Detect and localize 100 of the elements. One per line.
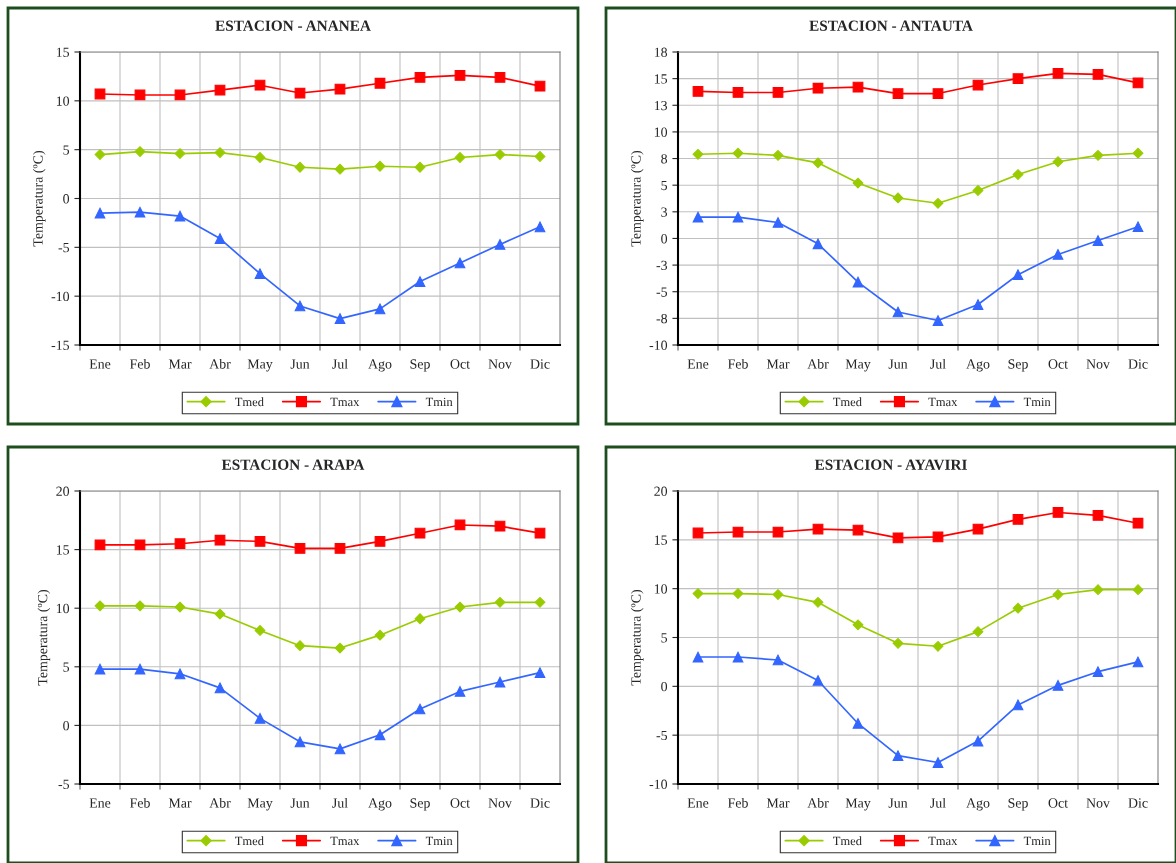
point <box>852 276 864 288</box>
chart-title: ESTACION - AYAVIRI <box>814 459 967 470</box>
point <box>812 82 824 94</box>
point <box>334 543 346 554</box>
point <box>254 625 266 636</box>
point <box>1132 656 1144 668</box>
point <box>254 536 266 547</box>
x-tick-label: Abr <box>209 358 231 369</box>
point <box>134 146 146 158</box>
x-tick-label: Nov <box>1086 798 1110 808</box>
point <box>374 629 386 641</box>
point <box>414 703 426 715</box>
point <box>892 532 904 544</box>
y-tick-label: 20 <box>56 486 70 496</box>
point <box>374 77 386 89</box>
point <box>494 149 506 160</box>
point <box>1012 602 1024 614</box>
point <box>932 197 944 209</box>
point <box>772 589 784 600</box>
point <box>254 152 266 163</box>
point <box>972 299 984 310</box>
point <box>892 637 904 649</box>
x-tick-label: Dic <box>1128 798 1148 808</box>
legend-label: Tmin <box>1023 397 1051 407</box>
point <box>1052 507 1064 518</box>
point <box>414 613 426 625</box>
point <box>134 663 146 675</box>
y-tick-label: -15 <box>51 340 70 350</box>
x-tick-label: Mar <box>168 798 192 808</box>
legend-label: Tmin <box>1023 836 1051 846</box>
y-tick-label: 15 <box>56 545 70 555</box>
y-tick-label: 10 <box>654 127 668 137</box>
point <box>972 735 984 747</box>
point <box>692 588 704 599</box>
point <box>1092 584 1104 596</box>
point <box>732 588 744 599</box>
point <box>534 221 546 233</box>
x-tick-label: May <box>247 798 273 811</box>
point <box>374 536 386 547</box>
point <box>732 211 744 223</box>
x-tick-label: Mar <box>766 798 790 808</box>
x-tick-label: Ago <box>368 798 392 811</box>
x-tick-label: Jul <box>332 797 348 808</box>
point <box>1052 249 1064 260</box>
point <box>174 601 186 613</box>
point <box>852 81 864 93</box>
point <box>812 596 824 608</box>
point <box>932 757 944 768</box>
point <box>214 233 226 244</box>
point <box>932 88 944 99</box>
point <box>1132 147 1144 159</box>
x-tick-label: Jun <box>290 359 310 369</box>
x-tick-label: Oct <box>450 798 470 808</box>
y-tick-label: 0 <box>63 720 70 731</box>
point <box>454 686 466 697</box>
legend-label: Tmin <box>425 836 453 846</box>
chart-title: ESTACION - ANTAUTA <box>809 20 973 31</box>
x-tick-label: Jun <box>888 359 908 369</box>
point <box>932 315 944 326</box>
point <box>1092 68 1104 80</box>
point <box>374 729 386 741</box>
point <box>1132 221 1144 233</box>
point <box>454 601 466 613</box>
point <box>1012 73 1024 85</box>
x-tick-label: Dic <box>530 359 550 369</box>
point <box>214 147 226 159</box>
y-tick-label: -10 <box>649 340 668 350</box>
x-tick-label: Oct <box>450 359 470 369</box>
y-tick-label: 15 <box>654 535 668 545</box>
x-tick-label: Mar <box>766 359 790 369</box>
y-tick-label: -5 <box>656 730 668 741</box>
point <box>374 160 386 172</box>
y-tick-label: -10 <box>649 779 668 789</box>
point <box>1052 67 1064 79</box>
y-tick-label: 0 <box>661 681 668 692</box>
point <box>972 185 984 196</box>
point <box>294 736 306 748</box>
point <box>494 596 506 608</box>
x-tick-label: Jul <box>930 797 946 808</box>
point <box>94 207 106 219</box>
point <box>692 86 704 97</box>
legend-label: Tmed <box>833 397 862 407</box>
point <box>94 663 106 675</box>
chart-title: ESTACION - ARAPA <box>221 459 365 470</box>
point <box>494 239 506 250</box>
y-axis-title: Temperatura (ºC) <box>630 589 644 686</box>
point <box>852 177 864 189</box>
point <box>534 667 546 679</box>
x-tick-label: Sep <box>410 359 430 372</box>
y-tick-label: 5 <box>63 145 70 155</box>
y-tick-label: 0 <box>63 194 70 204</box>
x-tick-label: Dic <box>1128 359 1148 369</box>
x-tick-label: Ene <box>89 359 111 369</box>
point <box>892 88 904 99</box>
point <box>772 149 784 161</box>
legend-label: Tmax <box>928 397 958 407</box>
point <box>294 300 306 312</box>
point <box>692 211 704 223</box>
legend-label: Tmax <box>330 397 360 407</box>
point <box>534 151 546 162</box>
